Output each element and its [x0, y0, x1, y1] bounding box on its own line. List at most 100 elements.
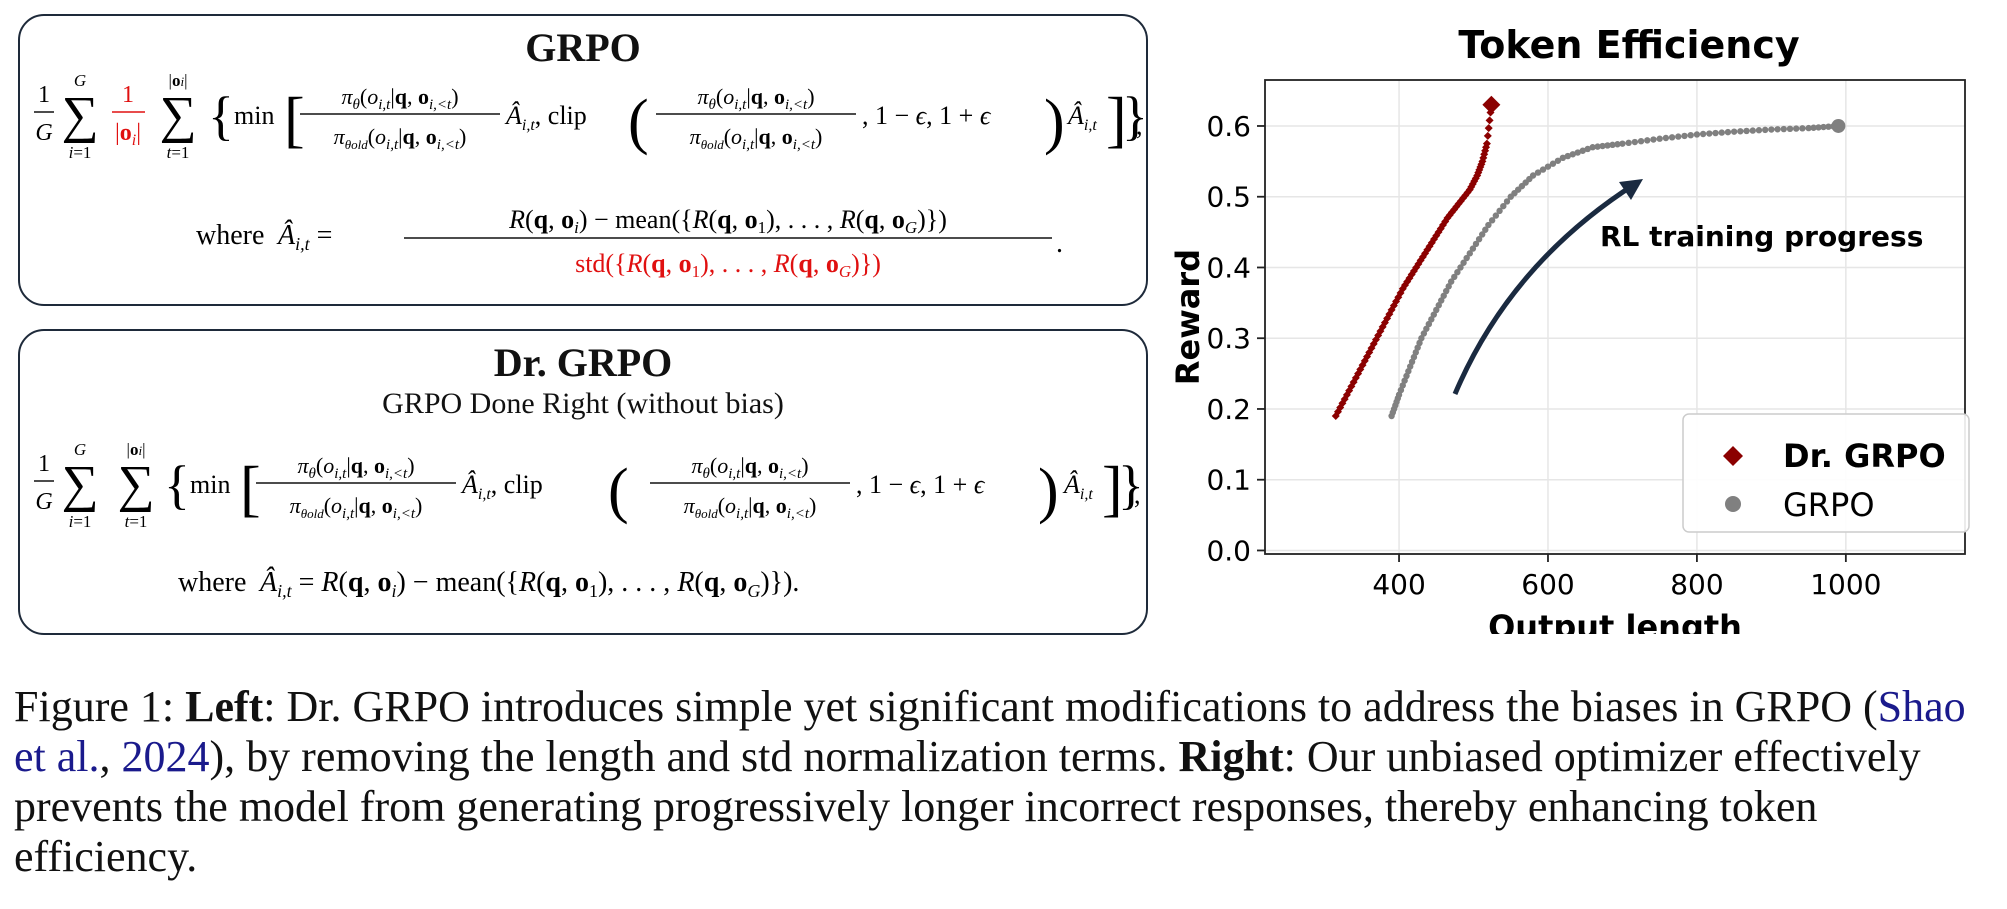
y-tick-labels: 0.0 0.1 0.2 0.3 0.4 0.5 0.6: [1206, 110, 1265, 567]
grpo-objective-formula: 1 G G ∑ i=1 1 |oi| |oi| ∑ t=1 { min [ πθ…: [34, 71, 1143, 281]
svg-text:πθ(oi,t|q, oi,<t): πθ(oi,t|q, oi,<t): [691, 453, 808, 482]
grpo-point: [1604, 142, 1611, 149]
x-axis-label: Output length: [1488, 608, 1742, 634]
grpo-point: [1799, 125, 1806, 132]
svg-text:}: }: [1118, 455, 1143, 515]
grpo-point: [1656, 135, 1663, 142]
dr-grpo-point: [1367, 344, 1376, 353]
grpo-point: [1440, 292, 1447, 299]
grpo-point: [1488, 217, 1496, 224]
grpo-legend-marker: [1725, 496, 1741, 512]
dr-grpo-point: [1454, 199, 1463, 208]
svg-text:[: [: [284, 86, 305, 154]
y-tick-label: 0.4: [1206, 251, 1251, 284]
dr-grpo-objective-formula: 1 G G ∑ i=1 |oi| ∑ t=1 { min [ πθ(oi,t|q…: [34, 440, 1143, 601]
svg-text:∑: ∑: [117, 456, 154, 513]
svg-text:G: G: [74, 71, 86, 90]
dr-grpo-point: [1484, 124, 1493, 133]
grpo-point: [1681, 132, 1688, 140]
grpo-final-point: [1831, 118, 1846, 133]
svg-text:}: }: [1122, 86, 1143, 146]
grpo-point: [1675, 133, 1682, 140]
svg-text:Âi,t: Âi,t: [1066, 101, 1097, 134]
grpo-point: [1457, 264, 1464, 271]
svg-text:.: .: [1056, 228, 1063, 259]
dr-grpo-legend-label: Dr. GRPO: [1783, 437, 1946, 475]
dr-grpo-subtitle: GRPO Done Right (without bias): [382, 387, 784, 420]
svg-text:∑: ∑: [61, 456, 98, 513]
grpo-point: [1625, 139, 1632, 147]
grpo-point: [1780, 125, 1787, 133]
dr-grpo-point: [1407, 270, 1416, 279]
figure-label: Figure 1:: [14, 682, 175, 731]
dr-grpo-point: [1392, 297, 1401, 306]
dr-grpo-point: [1463, 188, 1472, 197]
svg-text:1: 1: [38, 82, 50, 108]
grpo-point: [1500, 202, 1507, 210]
svg-text:): ): [1044, 88, 1065, 156]
svg-text:1: 1: [122, 82, 134, 108]
dr-grpo-point: [1421, 249, 1430, 258]
grpo-point: [1706, 130, 1713, 137]
svg-text:∑: ∑: [61, 87, 98, 144]
svg-text:, 1 − ϵ, 1 + ϵ: , 1 − ϵ, 1 + ϵ: [862, 101, 992, 130]
dr-grpo-point: [1468, 179, 1477, 188]
dr-grpo-point: [1445, 211, 1454, 220]
grpo-point: [1438, 297, 1445, 304]
citation-author-link[interactable]: Shao et al.: [14, 682, 1966, 781]
svg-text:1: 1: [38, 451, 50, 477]
dr-grpo-final-point: [1482, 95, 1501, 114]
dr-grpo-point: [1447, 208, 1456, 217]
x-tick-label: 800: [1670, 568, 1723, 601]
grpo-where-label: where: [196, 220, 264, 251]
grpo-point: [1687, 131, 1694, 139]
svg-text:[: [: [240, 455, 261, 523]
y-tick-label: 0.6: [1206, 110, 1251, 143]
svg-text:,: ,: [1136, 111, 1143, 140]
y-tick-label: 0.0: [1206, 534, 1251, 567]
grpo-point: [1564, 152, 1572, 160]
grpo-point: [1463, 254, 1470, 262]
grpo-title: GRPO: [525, 25, 641, 70]
svg-text:Âi,t: Âi,t: [1062, 470, 1093, 503]
grpo-point: [1730, 128, 1738, 135]
grpo-point: [1569, 151, 1577, 158]
citation-year-link[interactable]: 2024: [121, 732, 210, 781]
dr-grpo-point: [1414, 259, 1423, 268]
svg-text:i=1: i=1: [69, 512, 92, 531]
grpo-point: [1529, 172, 1537, 179]
grpo-point: [1445, 283, 1452, 290]
svg-text:πθ(oi,t|q, oi,<t): πθ(oi,t|q, oi,<t): [297, 453, 414, 482]
caption-left-label: Left: [185, 682, 264, 731]
grpo-point: [1539, 166, 1547, 173]
dr-grpo-point: [1432, 231, 1441, 240]
svg-text:]: ]: [1102, 455, 1123, 523]
grpo-point: [1418, 335, 1425, 342]
grpo-point: [1761, 126, 1769, 134]
dr-grpo-legend-marker: [1723, 446, 1743, 466]
grpo-point: [1805, 124, 1812, 132]
svg-text:min: min: [234, 101, 274, 130]
grpo-point: [1482, 226, 1489, 233]
grpo-point: [1485, 221, 1492, 229]
figure-caption: Figure 1: Left: Dr. GRPO introduces simp…: [14, 682, 1999, 882]
svg-text:G: G: [35, 120, 52, 146]
dr-grpo-point: [1333, 407, 1342, 416]
grpo-point: [1443, 287, 1450, 295]
dr-grpo-point: [1358, 361, 1367, 370]
x-tick-label: 1000: [1810, 568, 1881, 601]
token-efficiency-chart: Token Efficiency 0.0 0.1 0.2 0.3 0.4 0.5 0.6 4…: [1169, 23, 1970, 634]
grpo-point: [1815, 124, 1822, 131]
grpo-point: [1574, 149, 1581, 156]
svg-text:t=1: t=1: [125, 512, 148, 531]
caption-right-text: : Our unbiased optimizer effectively pre…: [14, 732, 1921, 881]
grpo-point: [1662, 134, 1670, 142]
grpo-point: [1614, 141, 1621, 148]
dr-grpo-point: [1340, 395, 1349, 404]
y-tick-label: 0.3: [1206, 322, 1251, 355]
svg-text:): ): [1038, 457, 1059, 525]
svg-text:Âi,t, clip: Âi,t, clip: [504, 101, 587, 134]
dr-grpo-formula-box: Dr. GRPO GRPO Done Right (without bias) …: [18, 329, 1148, 635]
caption-right-label: Right: [1178, 732, 1284, 781]
grpo-point: [1820, 123, 1827, 131]
